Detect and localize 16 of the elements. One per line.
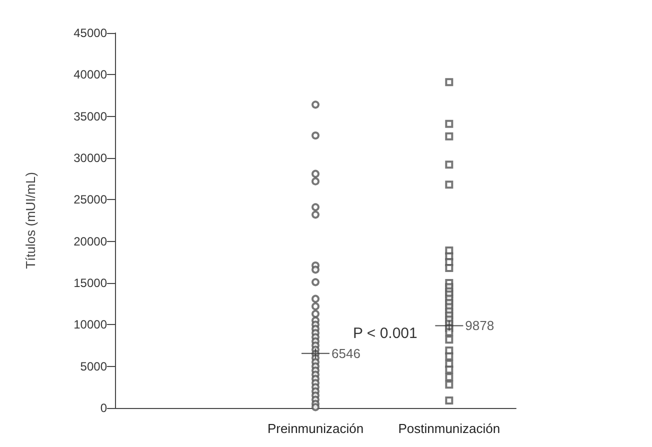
data-label: 6546	[332, 346, 360, 361]
y-tick-label: 30000	[74, 151, 108, 165]
y-tick-label: 25000	[74, 192, 108, 207]
y-tick-label: 15000	[74, 276, 108, 290]
y-tick-label: 10000	[74, 318, 108, 332]
x-tick-label: Postinmunización	[398, 421, 500, 436]
y-tick-label: 5000	[80, 359, 108, 374]
y-tick-label: 35000	[74, 109, 108, 124]
y-tick-label: 40000	[74, 68, 108, 82]
x-tick-label: Preinmunización	[267, 421, 364, 436]
y-tick-label: 20000	[74, 234, 108, 248]
y-tick-label: 0	[100, 401, 108, 415]
annotation: P < 0.001	[353, 325, 418, 342]
data-label: 9878	[465, 318, 494, 334]
y-axis-title: Títulos (mUI/mL)	[23, 172, 38, 269]
y-tick-label: 45000	[74, 26, 108, 40]
